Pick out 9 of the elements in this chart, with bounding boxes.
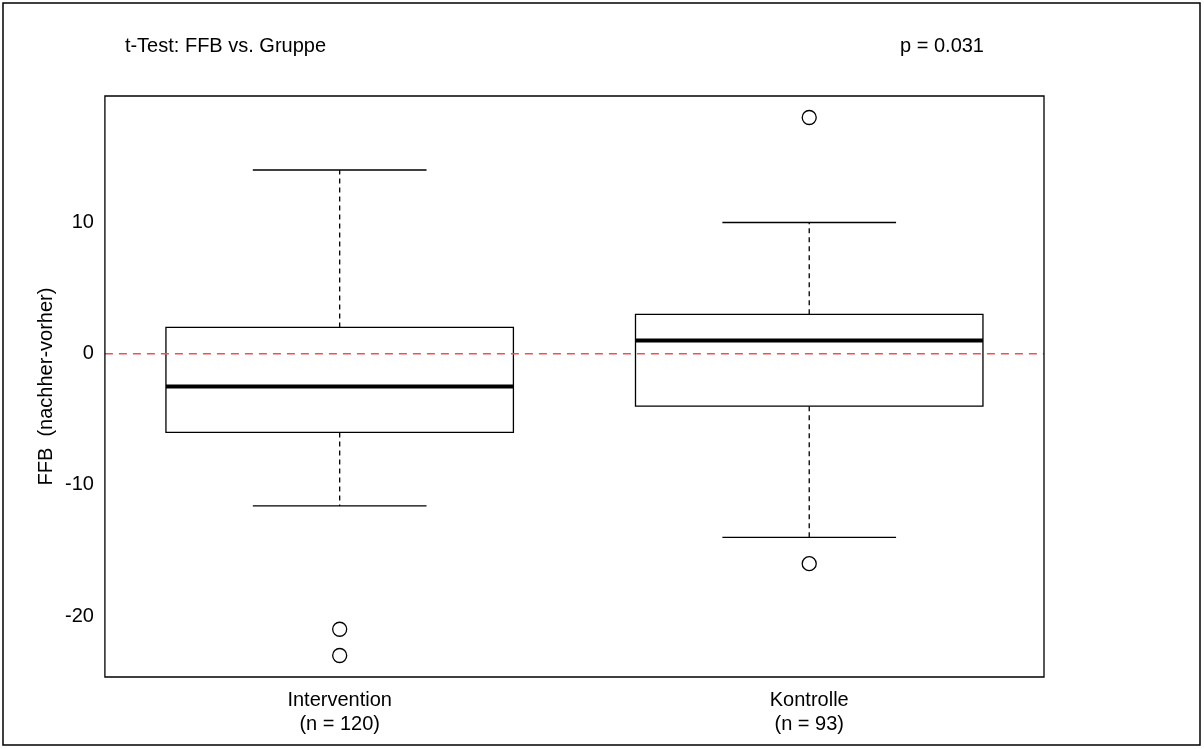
- chart-title: t-Test: FFB vs. Gruppe: [124, 33, 327, 56]
- y-axis-title: FFB (nachher-vorher): [33, 287, 56, 486]
- x-tick-label: Kontrolle (n = 93): [769, 687, 849, 734]
- y-tick-label: 10: [71, 210, 94, 232]
- y-tick-label: -20: [65, 603, 94, 626]
- y-tick-label: -10: [65, 472, 94, 495]
- y-tick-label: 0: [82, 341, 94, 364]
- x-tick-label: Intervention (n = 120): [287, 687, 392, 734]
- text: p = 0.031: [900, 33, 984, 56]
